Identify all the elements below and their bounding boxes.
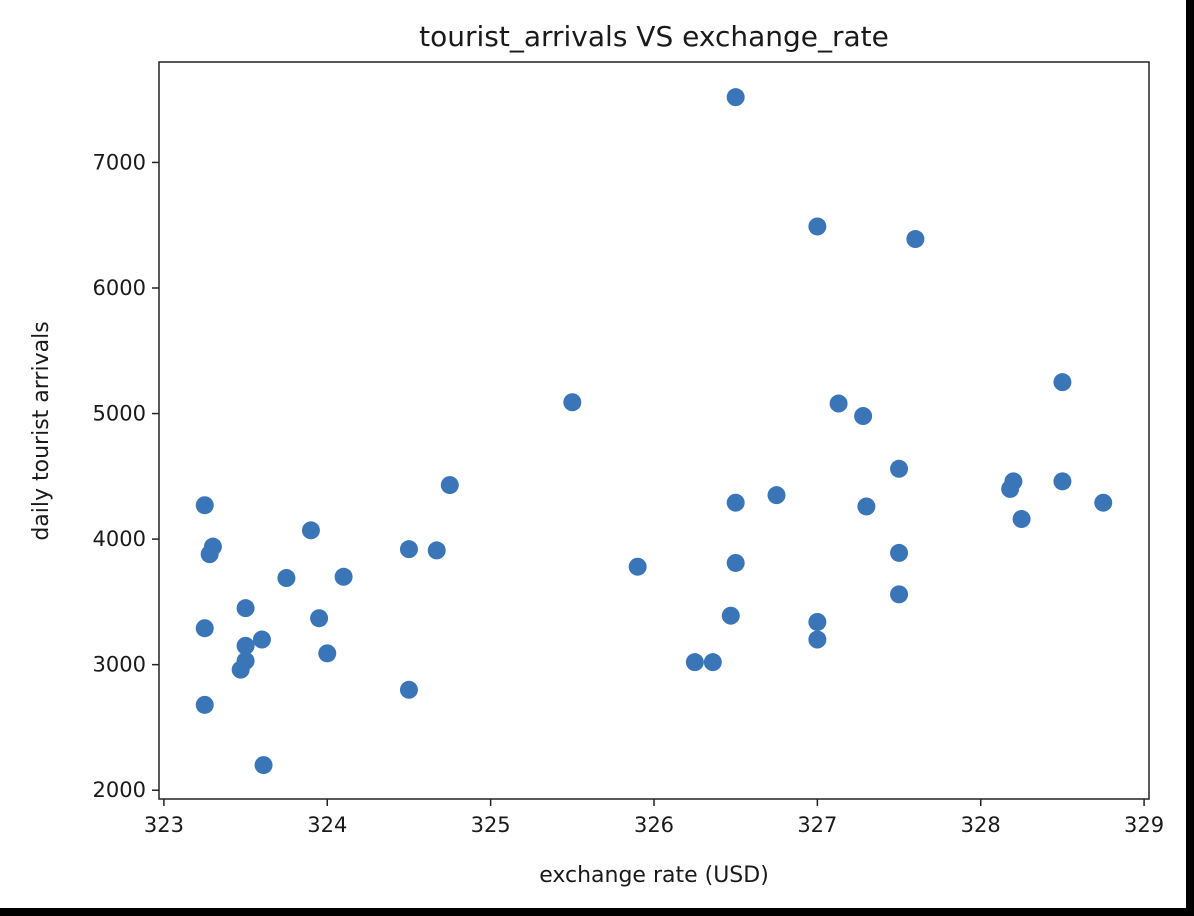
data-point xyxy=(890,459,909,478)
y-tick-label: 7000 xyxy=(93,150,146,174)
x-tick-label: 325 xyxy=(471,813,511,837)
data-point xyxy=(854,407,873,426)
y-tick-label: 4000 xyxy=(93,527,146,551)
data-point xyxy=(808,612,827,631)
data-point xyxy=(334,567,353,586)
y-axis-label: daily tourist arrivals xyxy=(29,321,54,540)
data-point xyxy=(726,493,745,512)
data-point xyxy=(427,541,446,560)
data-point xyxy=(808,217,827,236)
y-axis: 2000 3000 4000 5000 6000 7000 xyxy=(93,150,159,802)
data-point xyxy=(1004,472,1023,491)
data-point xyxy=(1053,373,1072,392)
data-point xyxy=(252,630,271,649)
data-point xyxy=(277,569,296,588)
y-tick-label: 5000 xyxy=(93,402,146,426)
data-point xyxy=(890,585,909,604)
data-point xyxy=(399,680,418,699)
data-points xyxy=(195,88,1113,775)
data-point xyxy=(906,230,925,249)
data-point xyxy=(236,636,255,655)
data-point xyxy=(628,557,647,576)
data-point xyxy=(829,394,848,413)
data-point xyxy=(808,630,827,649)
data-point xyxy=(1053,472,1072,491)
data-point xyxy=(726,88,745,107)
data-point xyxy=(254,756,273,775)
y-tick-label: 6000 xyxy=(93,276,146,300)
chart-title: tourist_arrivals VS exchange_rate xyxy=(419,20,889,53)
x-tick-label: 328 xyxy=(961,813,1001,837)
data-point xyxy=(721,606,740,625)
data-point xyxy=(195,619,214,638)
data-point xyxy=(767,486,786,505)
x-tick-label: 326 xyxy=(634,813,674,837)
y-tick-label: 2000 xyxy=(93,778,146,802)
data-point xyxy=(399,540,418,559)
data-point xyxy=(685,653,704,672)
x-axis-label: exchange rate (USD) xyxy=(539,863,769,888)
data-point xyxy=(563,393,582,412)
y-tick-label: 3000 xyxy=(93,653,146,677)
data-point xyxy=(231,660,250,679)
data-point xyxy=(726,553,745,572)
x-axis: 323 324 325 326 327 328 329 xyxy=(144,799,1164,837)
data-point xyxy=(301,521,320,540)
x-tick-label: 327 xyxy=(797,813,837,837)
data-point xyxy=(1094,493,1113,512)
data-point xyxy=(703,653,722,672)
data-point xyxy=(318,644,337,663)
data-point xyxy=(857,497,876,516)
data-point xyxy=(1012,510,1031,529)
plot-area xyxy=(158,61,1150,800)
data-point xyxy=(200,545,219,564)
data-point xyxy=(195,695,214,714)
x-tick-label: 323 xyxy=(144,813,184,837)
data-point xyxy=(890,543,909,562)
data-point xyxy=(310,609,329,628)
data-point xyxy=(440,476,459,495)
x-tick-label: 329 xyxy=(1124,813,1164,837)
data-point xyxy=(195,496,214,515)
x-tick-label: 324 xyxy=(307,813,347,837)
data-point xyxy=(236,599,255,618)
